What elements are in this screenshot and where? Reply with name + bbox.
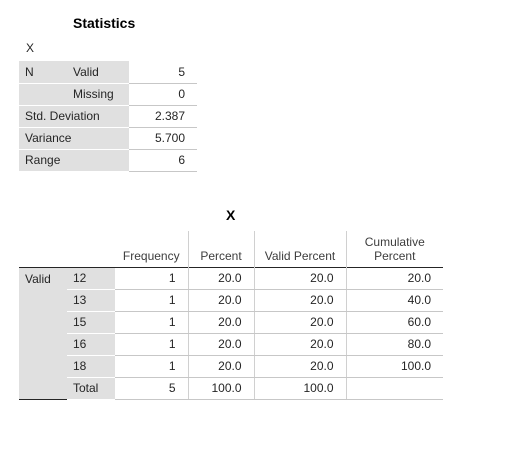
- row-value: 6: [129, 149, 197, 172]
- statistics-table: N Valid 5 Missing 0 Std. Deviation 2.387…: [19, 61, 197, 172]
- cell-percent: 20.0: [187, 355, 254, 378]
- cell-cumulative-percent: 60.0: [345, 311, 443, 334]
- row-label: Missing: [67, 83, 129, 106]
- cell-cumulative-percent: 100.0: [345, 355, 443, 378]
- row-group-label: Range: [19, 149, 129, 172]
- row-label-total: Total: [67, 377, 115, 400]
- cell-percent: 20.0: [187, 333, 254, 356]
- row-label: 12: [67, 267, 115, 290]
- cell-percent: 20.0: [187, 289, 254, 312]
- table-row: 18 1 20.0 20.0 100.0: [19, 355, 443, 378]
- cell-valid-percent: 20.0: [253, 289, 346, 312]
- cell-valid-percent: 100.0: [253, 377, 346, 400]
- table-row: 13 1 20.0 20.0 40.0: [19, 289, 443, 312]
- row-label: 15: [67, 311, 115, 334]
- header-cumulative-percent: Cumulative Percent: [345, 231, 443, 267]
- table-row: Std. Deviation 2.387: [19, 105, 197, 128]
- header-percent: Percent: [187, 231, 254, 267]
- table-row: N Valid 5: [19, 61, 197, 84]
- row-label: 18: [67, 355, 115, 378]
- cell-percent: 100.0: [187, 377, 254, 400]
- cell-frequency: 1: [115, 289, 188, 312]
- header-blank: [67, 231, 115, 267]
- header-cumulative-line2: Percent: [374, 248, 416, 263]
- row-group-label: Std. Deviation: [19, 105, 129, 128]
- frequency-title: X: [226, 207, 236, 223]
- cell-valid-percent: 20.0: [253, 267, 346, 290]
- row-value: 5: [129, 61, 197, 84]
- cell-percent: 20.0: [187, 311, 254, 334]
- row-label: 13: [67, 289, 115, 312]
- row-value: 2.387: [129, 105, 197, 128]
- table-row: Total 5 100.0 100.0: [19, 377, 443, 400]
- statistics-title: Statistics: [73, 15, 136, 31]
- group-label: Valid: [19, 267, 67, 399]
- row-group-label: [19, 83, 67, 106]
- row-label: 16: [67, 333, 115, 356]
- cell-cumulative-percent: [345, 377, 443, 400]
- table-row: 15 1 20.0 20.0 60.0: [19, 311, 443, 334]
- header-valid-percent: Valid Percent: [253, 231, 346, 267]
- table-row: Valid 12 1 20.0 20.0 20.0: [19, 267, 443, 399]
- statistics-variable-label: X: [26, 41, 35, 55]
- row-value: 5.700: [129, 127, 197, 150]
- cell-cumulative-percent: 80.0: [345, 333, 443, 356]
- cell-frequency: 1: [115, 333, 188, 356]
- header-frequency: Frequency: [122, 248, 180, 263]
- header-row: Frequency Percent Valid Percent Cumulati…: [19, 231, 443, 267]
- cell-frequency: 1: [115, 355, 188, 378]
- table-row: Range 6: [19, 149, 197, 172]
- row-group-label: Variance: [19, 127, 129, 150]
- cell-cumulative-percent: 20.0: [345, 267, 443, 290]
- row-value: 0: [129, 83, 197, 106]
- table-row: 16 1 20.0 20.0 80.0: [19, 333, 443, 356]
- table-row: Variance 5.700: [19, 127, 197, 150]
- cell-valid-percent: 20.0: [253, 355, 346, 378]
- cell-cumulative-percent: 40.0: [345, 289, 443, 312]
- row-group-label: N: [19, 61, 67, 84]
- cell-frequency: 5: [115, 377, 188, 400]
- header-cumulative-line1: Cumulative: [364, 234, 425, 249]
- header-blank: [19, 231, 67, 267]
- row-label: Valid: [67, 61, 129, 84]
- cell-valid-percent: 20.0: [253, 311, 346, 334]
- frequency-table: Frequency Percent Valid Percent Cumulati…: [19, 231, 443, 400]
- cell-frequency: 1: [115, 267, 188, 290]
- cell-frequency: 1: [115, 311, 188, 334]
- cell-percent: 20.0: [187, 267, 254, 290]
- cell-valid-percent: 20.0: [253, 333, 346, 356]
- table-row: Missing 0: [19, 83, 197, 106]
